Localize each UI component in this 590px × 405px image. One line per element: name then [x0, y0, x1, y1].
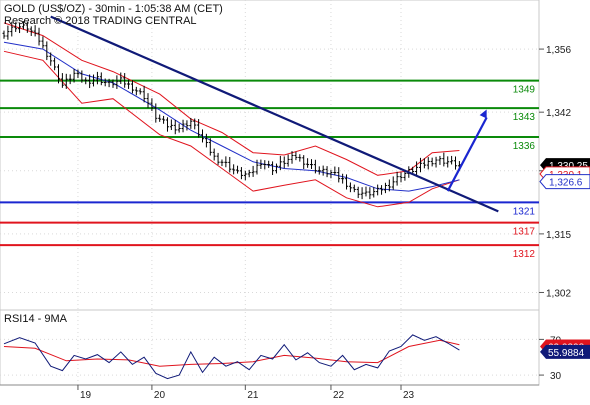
forecast-arrow-shaft: [446, 116, 488, 192]
x-tick-label: 21: [247, 390, 259, 400]
rsi-group: 703062.030855.9884: [0, 334, 590, 382]
rsi-pane-frame: [0, 309, 540, 386]
forecast-arrow-group: [446, 109, 488, 192]
level-label-1336: 1336: [513, 141, 536, 152]
price-pane-frame: [0, 0, 540, 311]
x-tick-label: 23: [403, 390, 415, 400]
rsi-line: [3, 334, 460, 380]
chart-subtitle: Research © 2018 TRADING CENTRAL: [4, 15, 197, 27]
rsi-badge-label: 55.9884: [548, 348, 585, 359]
bollinger-bands: [3, 22, 460, 208]
trendline: [50, 15, 499, 213]
moving-average-line: [3, 41, 460, 192]
price-tick-label: 1,356: [546, 45, 571, 56]
x-tick-label: 22: [333, 390, 345, 400]
rsi-title: RSI14 - 9MA: [4, 313, 68, 325]
level-label-1317: 1317: [513, 227, 536, 238]
price-tick-label: 1,315: [546, 230, 571, 241]
level-label-1312: 1312: [513, 249, 536, 260]
price-badge-ma: [539, 174, 590, 190]
rsi-tick-label: 30: [550, 371, 562, 382]
candles-group: [2, 21, 461, 200]
level-label-1321: 1321: [513, 206, 536, 217]
bollinger-lower-line: [3, 50, 460, 208]
x-tick-label: 19: [80, 390, 92, 400]
price-badges: 1,330.251,330.11,326.6: [539, 158, 590, 190]
rsi-ma-line: [3, 339, 460, 367]
price-tick-label: 1,302: [546, 288, 571, 299]
bollinger-upper-line: [3, 22, 460, 176]
level-labels: 1349 1343 1336 1321 1317 1312: [513, 85, 536, 261]
moving-average-group: [3, 41, 460, 192]
rsi-badge-rsi: [540, 344, 590, 359]
chart-title: GOLD (US$/OZ) - 30min - 1:05:38 AM (CET): [4, 3, 223, 15]
price-tick-label: 1,342: [546, 108, 571, 119]
level-label-1343: 1343: [513, 112, 536, 123]
x-tick-label: 20: [154, 390, 166, 400]
price-grid: [0, 0, 539, 385]
price-badge-label: 1,326.6: [549, 178, 583, 189]
forecast-arrow-head: [479, 109, 487, 119]
trendline-group: [50, 15, 499, 213]
level-label-1349: 1349: [513, 85, 536, 96]
x-axis: 19 20 21 22 23: [0, 384, 539, 401]
